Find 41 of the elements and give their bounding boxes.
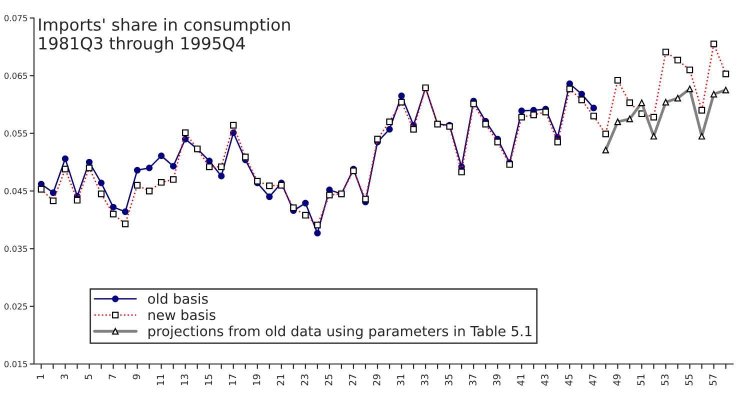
- x-tick-label: 21: [276, 374, 284, 386]
- x-tick-label: 37: [469, 374, 476, 386]
- x-tick-label: 5: [84, 374, 92, 380]
- y-tick-label: 0.045: [4, 188, 28, 194]
- x-tick-label: 41: [517, 374, 524, 386]
- x-tick-label: 55: [685, 374, 693, 386]
- y-tick-label: 0.065: [4, 72, 28, 79]
- x-tick-label: 25: [324, 374, 332, 386]
- x-tick-label: 13: [180, 374, 188, 386]
- x-tick-label: 49: [613, 374, 621, 386]
- x-tick-label: 43: [541, 374, 548, 386]
- x-tick-label: 35: [445, 374, 452, 386]
- chart-title: Imports' share in consumption: [39, 18, 290, 34]
- text: 1981Q3 through 1995Q4: [39, 36, 245, 53]
- y-tick-label: 0.035: [4, 246, 28, 252]
- x-tick-label: 1: [36, 374, 44, 379]
- x-tick-label: 3: [60, 374, 68, 380]
- x-tick-label: 33: [421, 374, 428, 386]
- y-tick-label: 0.055: [4, 130, 28, 137]
- y-tick-label: 0.075: [4, 14, 28, 22]
- x-tick-label: 51: [637, 374, 645, 386]
- x-tick-label: 11: [156, 374, 164, 386]
- x-tick-label: 23: [300, 374, 308, 386]
- x-tick-label: 47: [589, 374, 596, 386]
- x-tick-label: 53: [661, 374, 669, 386]
- legend-label: new basis: [148, 309, 216, 320]
- x-tick-label: 19: [252, 374, 260, 386]
- x-tick-label: 7: [108, 374, 116, 380]
- x-tick-label: 31: [396, 374, 404, 386]
- x-tick-label: 17: [228, 374, 236, 386]
- x-tick-label: 27: [348, 374, 356, 386]
- x-tick-label: 57: [709, 374, 717, 386]
- x-tick-label: 39: [493, 374, 500, 386]
- legend-label: old basis: [148, 293, 208, 304]
- x-tick-label: 45: [565, 374, 572, 386]
- x-tick-label: 29: [372, 374, 380, 386]
- x-tick-label: 9: [132, 374, 140, 380]
- y-tick-label: 0.015: [4, 360, 28, 368]
- y-tick-label: 0.025: [4, 303, 28, 310]
- legend-label: projections from old data using parameters in Table 5.1: [148, 326, 532, 340]
- x-tick-label: 15: [204, 374, 212, 386]
